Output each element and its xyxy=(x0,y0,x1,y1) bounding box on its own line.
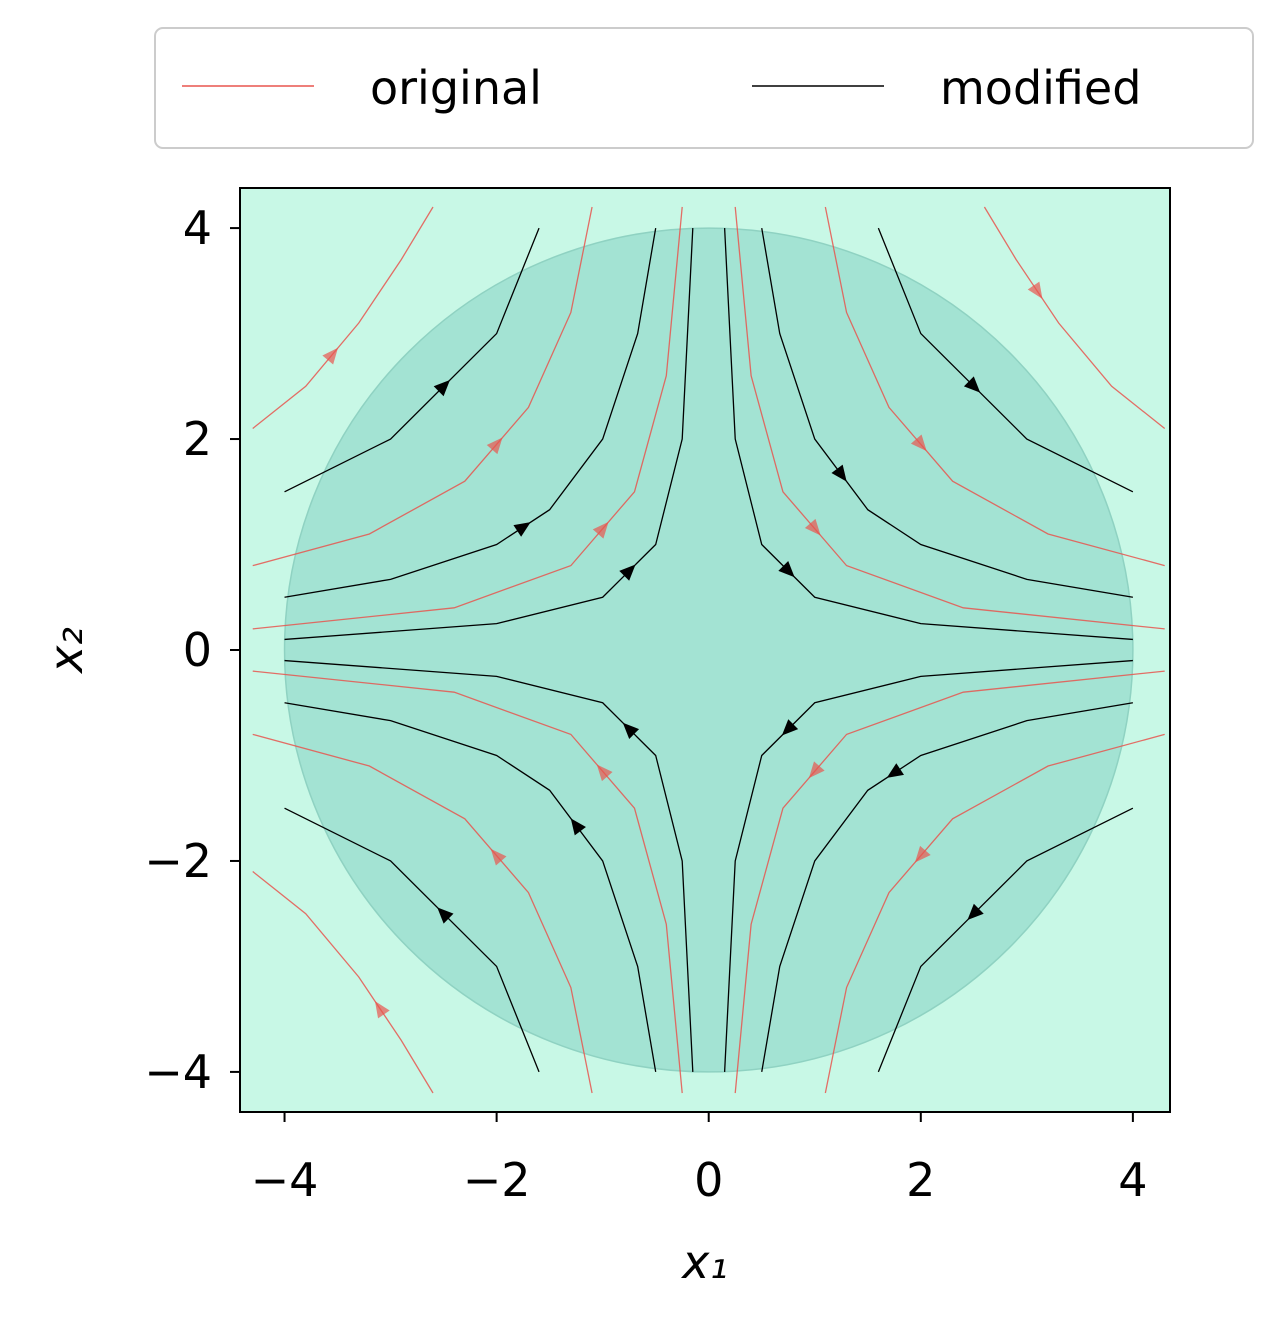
arrow xyxy=(570,818,586,836)
streamline xyxy=(761,227,1133,598)
x-tick-label: −4 xyxy=(251,1153,319,1207)
streamline xyxy=(252,870,434,1094)
y-tick-label: 4 xyxy=(183,201,212,255)
arrow xyxy=(437,907,454,924)
arrow xyxy=(486,437,503,455)
arrow xyxy=(808,761,825,779)
plot-area xyxy=(252,206,1166,1094)
y-axis-label: x₂ xyxy=(39,627,93,675)
arrow xyxy=(781,719,799,736)
region xyxy=(283,227,1134,1073)
streamline xyxy=(983,206,1166,430)
y-tick-label: −4 xyxy=(144,1045,212,1099)
x-tick-label: 0 xyxy=(694,1153,723,1207)
y-tick-label: 0 xyxy=(183,623,212,677)
arrow xyxy=(1027,281,1043,299)
streamline xyxy=(761,702,1133,1073)
arrow xyxy=(592,521,609,539)
x-axis-label: x₁ xyxy=(680,1235,728,1289)
arrow xyxy=(914,845,931,863)
arrow xyxy=(374,1001,390,1019)
y-tick-label: 2 xyxy=(183,412,212,466)
x-tick-label: −2 xyxy=(463,1153,531,1207)
arrow xyxy=(490,848,507,866)
x-tick-label: 4 xyxy=(1118,1153,1147,1207)
legend-box xyxy=(154,27,1254,149)
arrow xyxy=(910,434,927,452)
arrow xyxy=(622,722,640,740)
legend-label: modified xyxy=(940,61,1141,115)
arrow xyxy=(967,903,984,921)
x-tick-label: 2 xyxy=(906,1153,935,1207)
arrow xyxy=(619,564,636,581)
arrow xyxy=(963,376,981,393)
arrow xyxy=(886,763,904,778)
arrow xyxy=(322,347,339,365)
legend-label: original xyxy=(370,61,542,115)
arrow xyxy=(831,464,847,482)
arrow xyxy=(778,560,795,578)
arrow xyxy=(596,764,613,782)
streamline xyxy=(252,206,434,430)
arrow xyxy=(433,379,450,397)
y-tick-label: −2 xyxy=(144,834,212,888)
streamline xyxy=(284,702,657,1073)
streamline xyxy=(284,227,657,598)
arrow xyxy=(513,522,531,537)
arrow xyxy=(804,518,821,536)
